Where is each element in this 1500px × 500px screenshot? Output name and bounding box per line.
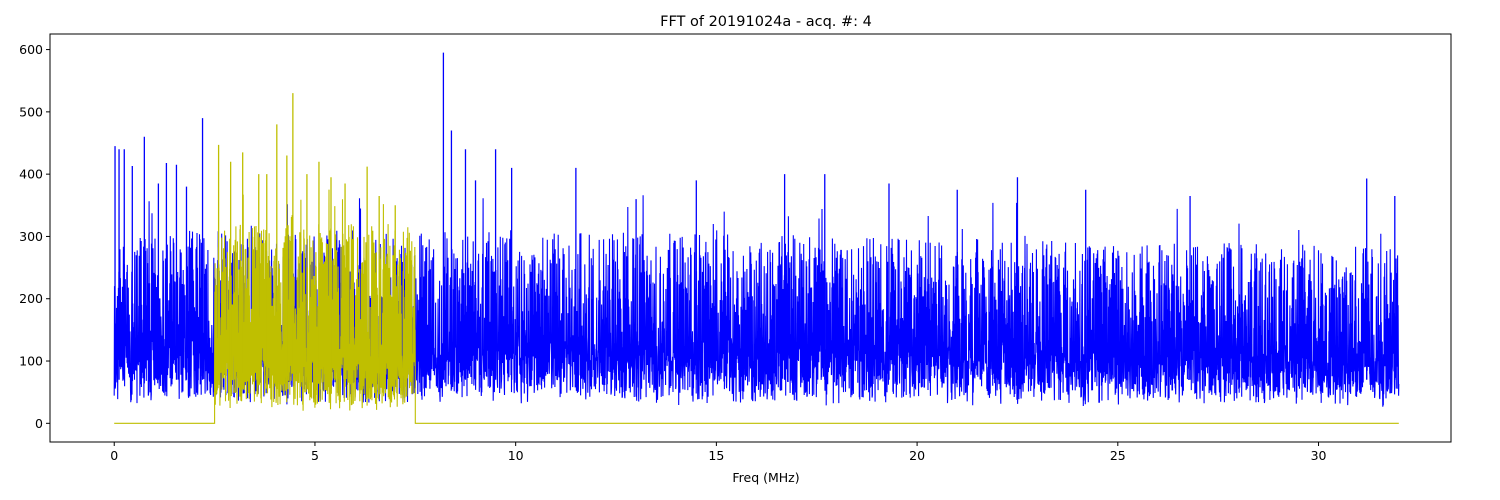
y-axis: 0 100 200 300 400 500 600 bbox=[19, 42, 50, 431]
series-layer bbox=[113, 52, 1400, 424]
plot-frame bbox=[49, 33, 1452, 443]
y-tick-label-1: 100 bbox=[19, 354, 43, 369]
y-tick-label-4: 400 bbox=[19, 167, 43, 182]
x-tick-label-6: 30 bbox=[1311, 448, 1327, 463]
x-axis-label: Freq (MHz) bbox=[732, 470, 799, 485]
yellow-series-line bbox=[114, 189, 1399, 424]
y-tick-label-0: 0 bbox=[35, 416, 43, 431]
y-tick-label-5: 500 bbox=[19, 104, 43, 119]
plot-area bbox=[49, 33, 1452, 443]
x-tick-label-0: 0 bbox=[110, 448, 118, 463]
y-tick-label-6: 600 bbox=[19, 42, 43, 57]
x-axis: 0 5 10 15 20 25 30 bbox=[110, 442, 1327, 463]
y-tick-label-3: 300 bbox=[19, 229, 43, 244]
chart-title: FFT of 20191024a - acq. #: 4 bbox=[660, 14, 872, 30]
x-tick-label-5: 25 bbox=[1110, 448, 1126, 463]
y-tick-label-2: 200 bbox=[19, 291, 43, 306]
x-tick-label-1: 5 bbox=[311, 448, 319, 463]
x-tick-label-2: 10 bbox=[508, 448, 524, 463]
x-tick-label-4: 20 bbox=[909, 448, 925, 463]
x-tick-label-3: 15 bbox=[708, 448, 724, 463]
